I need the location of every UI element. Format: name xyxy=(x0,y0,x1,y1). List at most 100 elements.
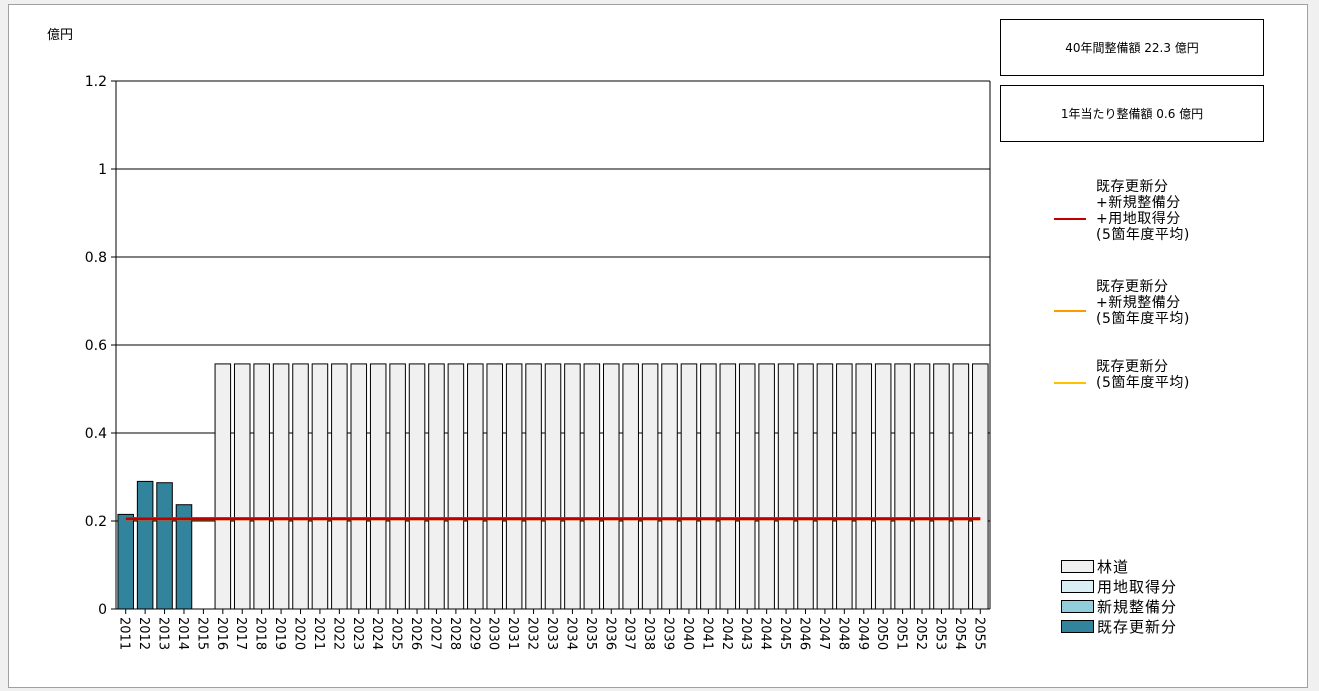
bar xyxy=(719,363,737,610)
bar xyxy=(408,363,426,610)
x-tick-label: 2037 xyxy=(622,617,637,650)
bar xyxy=(311,363,329,610)
bar xyxy=(447,363,465,610)
x-tick-label: 2038 xyxy=(641,617,656,650)
bar xyxy=(913,363,931,610)
line-legend-2-swatch xyxy=(1054,310,1086,312)
axes xyxy=(111,80,991,614)
bar xyxy=(661,363,678,610)
line-legend-2-label: 既存更新分 +新規整備分 (5箇年度平均) xyxy=(1096,279,1190,327)
x-tick-label: 2053 xyxy=(932,617,947,650)
x-tick-label: 2020 xyxy=(292,617,307,650)
bar xyxy=(233,363,251,610)
bar-legend-swatch xyxy=(1061,560,1094,573)
bar xyxy=(272,363,290,610)
x-tick-label: 2042 xyxy=(719,617,734,650)
total-40yr-text: 40年間整備額 22.3 億円 xyxy=(1065,41,1199,55)
per-year-box: 1年当たり整備額 0.6 億円 xyxy=(1000,85,1264,142)
x-tick-label: 2048 xyxy=(835,617,850,650)
bar-legend-swatch xyxy=(1061,600,1094,613)
bar xyxy=(117,513,134,610)
bar xyxy=(894,363,911,610)
bar xyxy=(583,363,601,610)
bar xyxy=(175,504,193,610)
line-legend-3-swatch xyxy=(1054,382,1086,384)
y-tick-label: 1.2 xyxy=(85,74,107,90)
y-tick-label: 0.2 xyxy=(85,514,107,530)
bar xyxy=(816,363,834,610)
y-tick-label: 0.6 xyxy=(85,338,107,354)
x-tick-label: 2052 xyxy=(913,617,928,650)
bar xyxy=(544,363,562,610)
x-tick-label: 2047 xyxy=(816,617,831,650)
x-tick-label: 2019 xyxy=(272,617,287,650)
x-tick-label: 2045 xyxy=(777,617,792,650)
x-tick-label: 2043 xyxy=(738,617,753,650)
bar xyxy=(505,363,523,610)
x-tick-label: 2030 xyxy=(486,617,501,650)
x-tick-label: 2014 xyxy=(175,617,190,650)
x-tick-label: 2051 xyxy=(894,617,909,650)
bar xyxy=(428,363,445,610)
x-tick-label: 2011 xyxy=(117,617,132,650)
bar xyxy=(641,363,659,610)
x-tick-label: 2029 xyxy=(466,617,481,650)
x-tick-label: 2034 xyxy=(563,617,578,650)
bar xyxy=(136,480,154,610)
bar-legend-label: 林道 xyxy=(1097,558,1130,576)
x-tick-label: 2041 xyxy=(699,617,714,650)
bar xyxy=(874,363,892,610)
bars xyxy=(117,363,989,610)
x-tick-label: 2016 xyxy=(214,617,229,650)
x-tick-label: 2036 xyxy=(602,617,617,650)
bar-legend-label: 用地取得分 xyxy=(1097,578,1178,596)
bar xyxy=(933,363,950,610)
bar xyxy=(622,363,639,610)
x-tick-label: 2023 xyxy=(350,617,365,650)
bar xyxy=(525,363,542,610)
bar xyxy=(836,363,853,610)
y-tick-labels: 1.2 1 0.8 0.6 0.4 0.2 0 xyxy=(85,74,107,618)
x-tick-label: 2021 xyxy=(311,617,326,650)
y-unit-label: 億円 xyxy=(47,27,73,43)
x-tick-label: 2012 xyxy=(136,617,151,650)
bar xyxy=(331,363,348,610)
bar xyxy=(292,363,309,610)
x-tick-label: 2015 xyxy=(194,617,209,650)
line-legend-1-swatch xyxy=(1054,218,1086,220)
x-tick-label: 2028 xyxy=(447,617,462,650)
x-tick-label: 2054 xyxy=(952,617,967,650)
x-tick-label: 2035 xyxy=(583,617,598,650)
bar xyxy=(680,363,698,610)
y-tick-label: 0.8 xyxy=(85,250,107,266)
y-tick-label: 1 xyxy=(98,162,107,178)
bar xyxy=(564,363,581,610)
x-tick-label: 2018 xyxy=(253,617,268,650)
bar-legend-label: 既存更新分 xyxy=(1097,618,1178,636)
y-tick-label: 0 xyxy=(98,602,107,618)
x-tick-label: 2039 xyxy=(661,617,676,650)
x-tick-label: 2022 xyxy=(330,617,345,650)
bar-legend-swatch xyxy=(1061,620,1094,633)
x-tick-label: 2024 xyxy=(369,617,384,650)
bar xyxy=(777,363,795,610)
bar-legend-label: 新規整備分 xyxy=(1097,598,1178,616)
x-tick-label: 2027 xyxy=(427,617,442,650)
bar xyxy=(855,363,873,610)
x-tick-label: 2033 xyxy=(544,617,559,650)
x-tick-label: 2040 xyxy=(680,617,695,650)
x-tick-label: 2025 xyxy=(389,617,404,650)
bar xyxy=(797,363,814,610)
bar-legend-swatch xyxy=(1061,580,1094,593)
bar xyxy=(369,363,387,610)
line-legend-1-label: 既存更新分 +新規整備分 +用地取得分 (5箇年度平均) xyxy=(1096,179,1190,243)
x-tick-label: 2046 xyxy=(796,617,811,650)
total-40yr-box: 40年間整備額 22.3 億円 xyxy=(1000,19,1264,76)
line-legend-3-label: 既存更新分 (5箇年度平均) xyxy=(1096,359,1190,391)
x-tick-label: 2044 xyxy=(758,617,773,650)
bar xyxy=(156,482,173,610)
x-tick-labels: 2011 2012 2013 2014 2015 2016 2017 2018 2019 2020… xyxy=(117,617,987,650)
x-tick-label: 2013 xyxy=(156,617,171,650)
bar xyxy=(253,363,270,610)
x-tick-label: 2017 xyxy=(233,617,248,650)
